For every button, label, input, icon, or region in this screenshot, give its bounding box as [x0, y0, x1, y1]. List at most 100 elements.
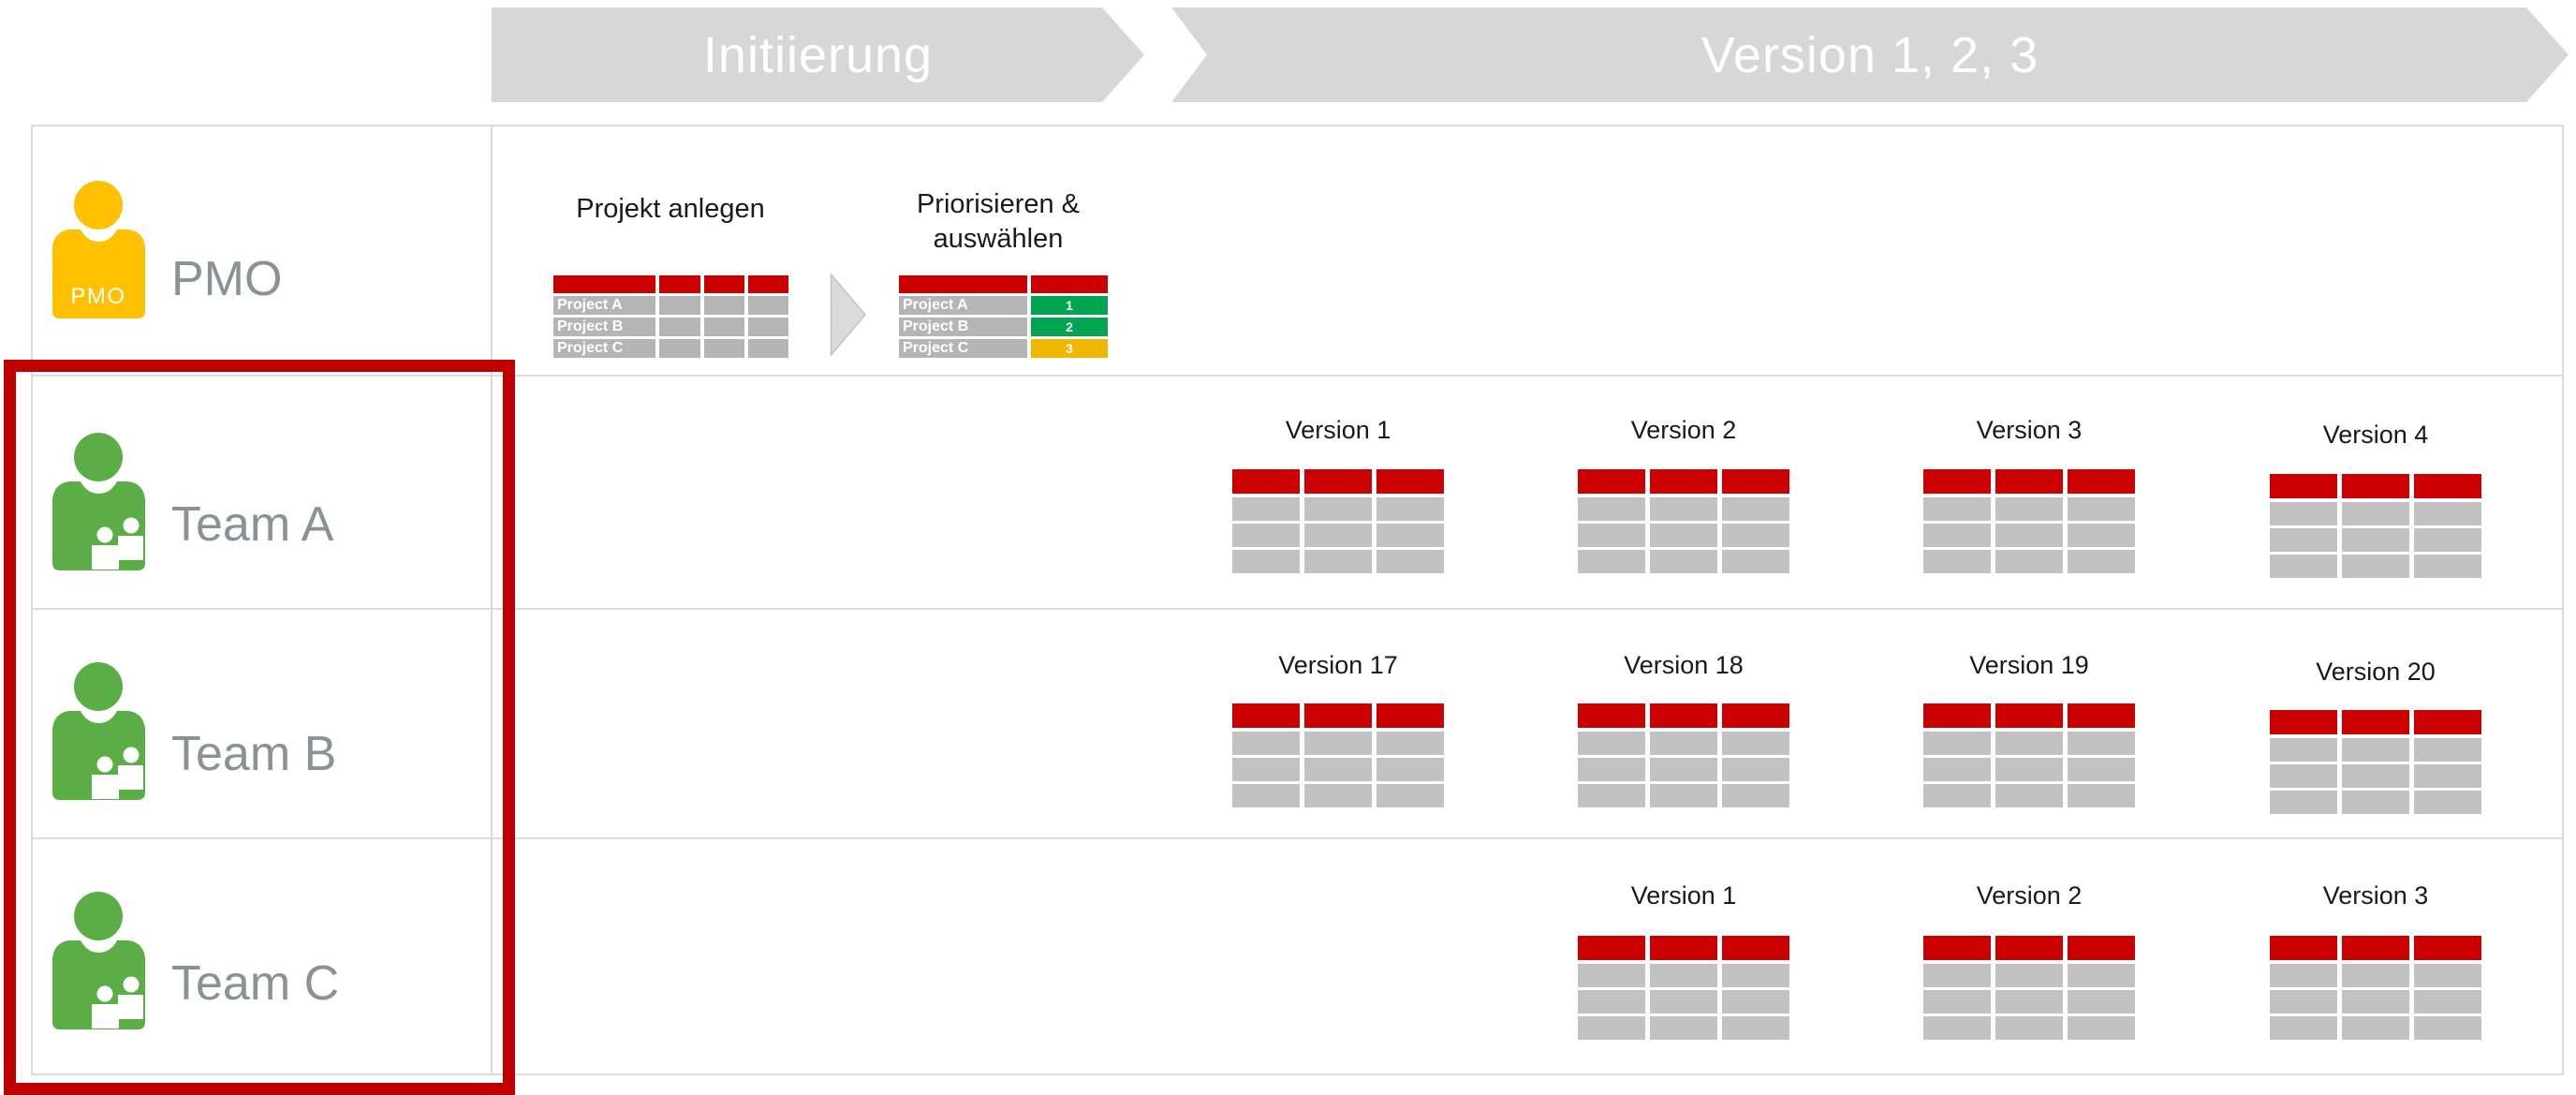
table-header-cell: [1376, 469, 1444, 494]
empty-cell: [1923, 497, 1991, 521]
phase-label: Initiierung: [702, 26, 934, 83]
version-table-header-row: [2270, 474, 2481, 498]
empty-cell: [1650, 964, 1717, 987]
table-header-cell: [2342, 936, 2409, 960]
empty-cell: [2068, 964, 2135, 987]
empty-cell: [1578, 758, 1645, 781]
empty-cell: [1376, 550, 1444, 573]
empty-cell: [2414, 555, 2481, 578]
empty-cell: [1376, 758, 1444, 781]
empty-cell: [2270, 764, 2337, 788]
empty-cell: [1578, 550, 1645, 573]
version-table-row: [1923, 497, 2135, 521]
project-name-cell: Project B: [553, 318, 655, 336]
empty-cell: [1650, 550, 1717, 573]
table-header-cell: [2068, 703, 2135, 728]
empty-cell: [1995, 732, 2063, 755]
empty-cell: [1232, 732, 1300, 755]
version-table-header-row: [1232, 469, 1444, 494]
version-label: Version 1: [1285, 416, 1391, 444]
empty-cell: [1995, 524, 2063, 547]
empty-cell: [1650, 732, 1717, 755]
table-header-cell: [1923, 469, 1991, 494]
version-table: [1578, 703, 1789, 807]
empty-cell: [2270, 1016, 2337, 1040]
version-table-row: [1578, 550, 1789, 573]
table-header-cell: [2270, 710, 2337, 734]
lane-label-team-b: Team B: [171, 727, 337, 781]
empty-cell: [2068, 524, 2135, 547]
table-header-cell: [2414, 936, 2481, 960]
table-header-cell: [1578, 703, 1645, 728]
empty-cell: [748, 318, 788, 336]
mini-table-row: Project C: [553, 339, 788, 358]
version-table-row: [2270, 502, 2481, 525]
version-label: Version 2: [1976, 881, 2083, 910]
empty-cell: [2270, 528, 2337, 552]
mini-table-row: Project B: [553, 318, 788, 336]
step-label-line1: Priorisieren &: [916, 189, 1081, 219]
empty-cell: [1232, 497, 1300, 521]
team-a-lane-header: [45, 432, 153, 570]
empty-cell: [2068, 732, 2135, 755]
step-label-line2: auswählen: [933, 224, 1064, 254]
phase-chevron-initiierung: Initiierung: [492, 7, 1144, 102]
empty-cell: [1578, 990, 1645, 1014]
empty-cell: [1722, 1016, 1789, 1040]
empty-cell: [2068, 550, 2135, 573]
version-label: Version 3: [2322, 881, 2429, 910]
empty-cell: [1578, 524, 1645, 547]
version-label: Version 20: [2316, 658, 2436, 686]
table-header-cell: [1232, 703, 1300, 728]
table-header-cell: [2270, 936, 2337, 960]
empty-cell: [1923, 990, 1991, 1014]
table-header-cell: [748, 275, 788, 293]
version-table-row: [1232, 732, 1444, 755]
phase-label: Version 1, 2, 3: [1700, 26, 2039, 83]
priority-rank-cell: 3: [1031, 339, 1108, 358]
version-table-row: [1578, 964, 1789, 987]
team-group-icon: [52, 662, 145, 800]
empty-cell: [1376, 784, 1444, 807]
empty-cell: [1304, 497, 1372, 521]
version-label: Version 3: [1976, 416, 2083, 444]
empty-cell: [2342, 738, 2409, 762]
empty-cell: [1578, 497, 1645, 521]
version-table-header-row: [1578, 703, 1789, 728]
empty-cell: [1722, 784, 1789, 807]
empty-cell: [2270, 791, 2337, 814]
version-table: [1232, 469, 1444, 573]
lane-label-team-c: Team C: [171, 956, 340, 1011]
table-header-cell: [1304, 703, 1372, 728]
empty-cell: [1304, 784, 1372, 807]
empty-cell: [2414, 1016, 2481, 1040]
empty-cell: [1232, 758, 1300, 781]
empty-cell: [1304, 524, 1372, 547]
table-header-cell: [1722, 469, 1789, 494]
table-header-cell: [659, 275, 700, 293]
empty-cell: [1722, 964, 1789, 987]
empty-cell: [2414, 990, 2481, 1014]
empty-cell: [2342, 764, 2409, 788]
version-table: [2270, 710, 2481, 814]
version-table-row: [1232, 784, 1444, 807]
empty-cell: [1923, 550, 1991, 573]
version-table-row: [2270, 528, 2481, 552]
empty-cell: [748, 296, 788, 315]
lane-label-pmo: PMO: [171, 252, 283, 306]
empty-cell: [1232, 550, 1300, 573]
version-table-header-row: [1578, 469, 1789, 494]
empty-cell: [1722, 497, 1789, 521]
step-arrow-icon: [830, 272, 867, 362]
table-header-cell: [1650, 469, 1717, 494]
table-header-cell: [1376, 703, 1444, 728]
version-table: [1923, 703, 2135, 807]
version-table-row: [1578, 784, 1789, 807]
row-divider-teamb-teamc: [33, 837, 2562, 839]
empty-cell: [2270, 555, 2337, 578]
version-table: [2270, 474, 2481, 578]
empty-cell: [1995, 497, 2063, 521]
version-table-row: [2270, 1016, 2481, 1040]
empty-cell: [2342, 791, 2409, 814]
